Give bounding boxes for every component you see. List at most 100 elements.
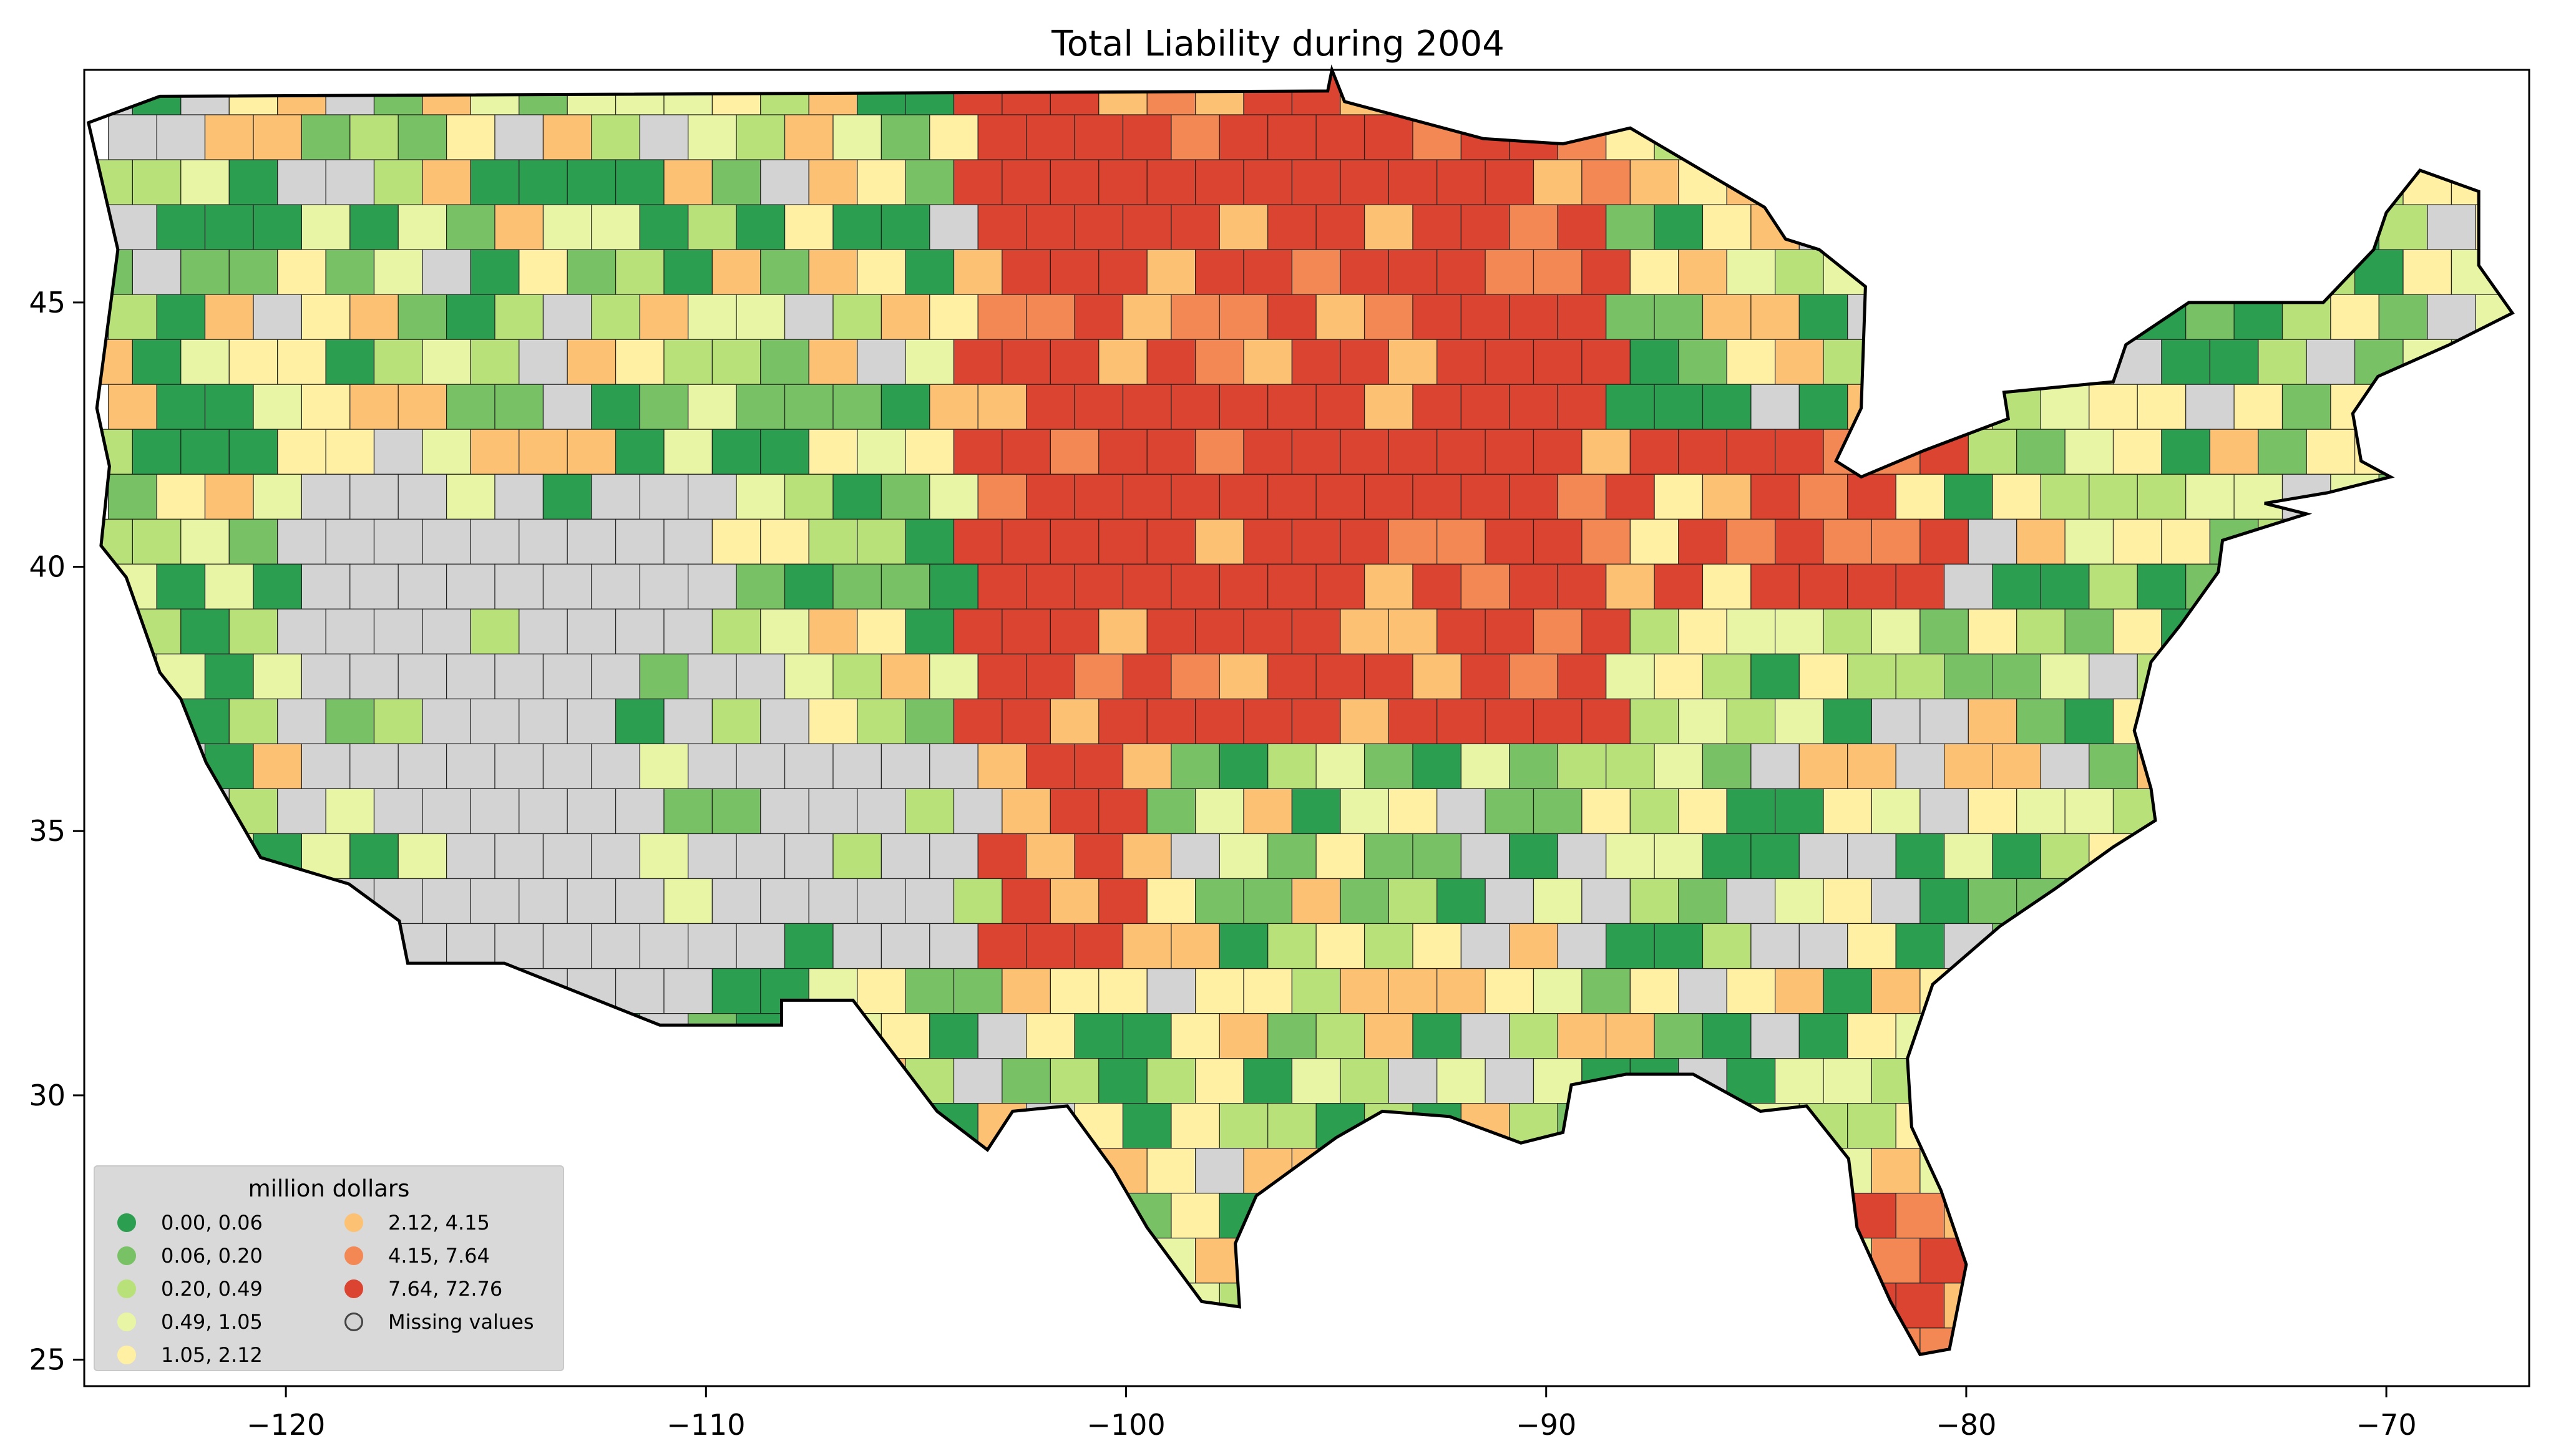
county-region	[905, 429, 955, 475]
county-region	[639, 653, 689, 700]
county-region	[1171, 743, 1220, 790]
county-region	[2161, 159, 2211, 205]
county-region	[1146, 429, 1196, 475]
county-region	[760, 429, 809, 475]
county-region	[277, 608, 326, 654]
county-region	[2281, 653, 2331, 700]
county-region	[2137, 384, 2187, 430]
map-title: Total Liability during 2004	[1051, 24, 1505, 64]
county-region	[1243, 1238, 1293, 1284]
county-region	[2089, 1193, 2138, 1239]
county-region	[1968, 608, 2017, 654]
county-region	[422, 518, 471, 565]
county-region	[832, 833, 882, 880]
county-region	[1798, 473, 1848, 520]
county-region	[253, 204, 303, 250]
county-region	[542, 294, 592, 340]
county-region	[109, 1373, 157, 1418]
county-region	[1726, 698, 1776, 745]
county-region	[2499, 1148, 2513, 1194]
county-region	[422, 339, 471, 385]
county-region	[349, 294, 399, 340]
county-region	[784, 743, 834, 790]
county-region	[1847, 294, 1896, 340]
county-region	[1702, 653, 1752, 700]
county-region	[1944, 923, 1993, 969]
county-region	[711, 518, 761, 565]
county-region	[1485, 608, 1534, 654]
county-region	[2427, 1373, 2476, 1418]
county-region	[1678, 698, 1727, 745]
county-region	[2040, 384, 2090, 430]
county-region	[1823, 878, 1873, 925]
county-region	[2451, 698, 2500, 745]
county-region	[615, 70, 665, 115]
county-region	[1992, 923, 2042, 969]
county-region	[1315, 923, 1365, 969]
county-region	[663, 968, 713, 1014]
county-region	[977, 1193, 1027, 1239]
county-region	[253, 1102, 303, 1149]
county-region	[1146, 878, 1196, 925]
county-region	[1919, 159, 1969, 205]
county-region	[2209, 788, 2259, 835]
county-region	[2330, 1102, 2379, 1149]
county-region	[615, 1238, 665, 1284]
county-region	[1726, 1148, 1776, 1194]
y-tick-label: 35	[29, 814, 66, 848]
county-region	[736, 473, 786, 520]
county-region	[325, 518, 375, 565]
county-region	[784, 114, 834, 160]
county-region	[1194, 968, 1244, 1014]
county-region	[494, 384, 544, 430]
county-region	[977, 473, 1027, 520]
county-region	[977, 384, 1027, 430]
county-region	[1847, 473, 1896, 520]
county-region	[1437, 1238, 1486, 1284]
county-region	[1533, 1057, 1583, 1104]
county-region	[446, 114, 495, 160]
county-region	[1629, 518, 1679, 565]
county-region	[1315, 833, 1365, 880]
county-region	[1993, 1373, 2041, 1418]
county-region	[2040, 473, 2090, 520]
county-region	[1485, 70, 1534, 115]
county-region	[1750, 114, 1800, 160]
county-region	[2306, 788, 2356, 835]
county-region	[1243, 698, 1293, 745]
county-region	[615, 339, 665, 385]
county-region	[1388, 159, 1438, 205]
county-region	[1702, 1012, 1752, 1059]
county-region	[663, 608, 713, 654]
county-region	[1895, 204, 1945, 250]
county-region	[1798, 1012, 1848, 1059]
county-region	[2209, 1238, 2259, 1284]
county-region	[1992, 1102, 2042, 1149]
county-region	[2499, 249, 2513, 295]
county-region	[1219, 1102, 1269, 1149]
county-region	[2258, 1238, 2307, 1284]
county-region	[1437, 878, 1486, 925]
county-region	[2499, 788, 2513, 835]
county-region	[1944, 833, 1993, 880]
county-region	[422, 159, 471, 205]
y-tick-label: 45	[29, 286, 66, 319]
county-region	[1098, 1057, 1148, 1104]
county-region	[1775, 1057, 1824, 1104]
county-region	[1219, 1373, 1267, 1418]
county-region	[1074, 1193, 1124, 1239]
county-region	[2330, 923, 2379, 969]
county-region	[325, 339, 375, 385]
county-region	[446, 653, 495, 700]
county-region	[446, 743, 495, 790]
county-region	[639, 833, 689, 880]
county-region	[1533, 968, 1583, 1014]
county-region	[2281, 563, 2331, 609]
county-region	[1412, 384, 1462, 430]
county-region	[1702, 1283, 1752, 1329]
county-region	[1340, 339, 1389, 385]
county-region	[2161, 1327, 2211, 1355]
county-region	[2427, 204, 2476, 250]
county-region	[2016, 429, 2066, 475]
county-region	[857, 1327, 906, 1355]
